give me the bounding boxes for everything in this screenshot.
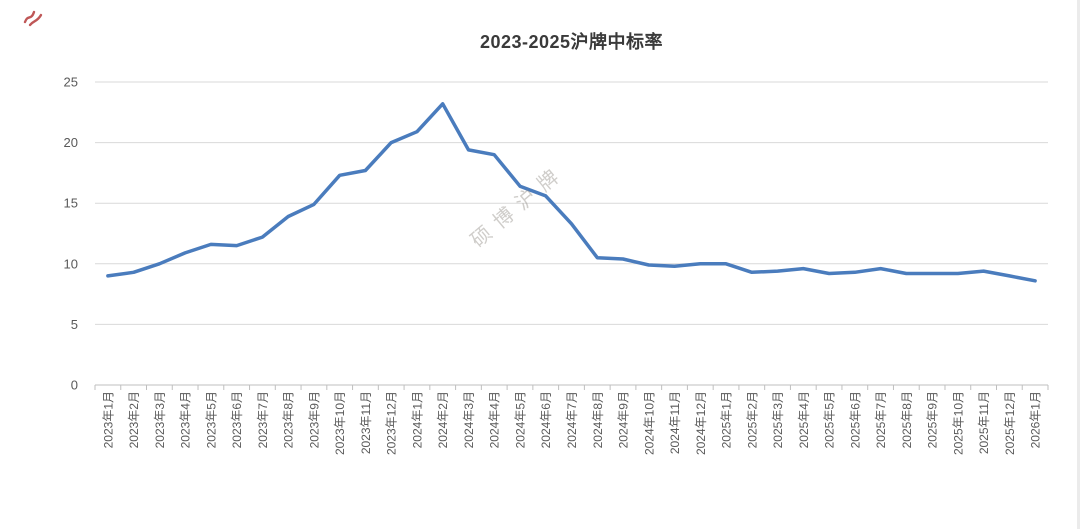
x-tick-label: 2024年8月 (591, 391, 605, 448)
right-edge-divider (1077, 0, 1080, 529)
x-tick-label: 2023年1月 (101, 391, 115, 448)
x-tick-label: 2023年9月 (307, 391, 321, 448)
x-tick-label: 2023年6月 (230, 391, 244, 448)
x-tick-label: 2023年5月 (204, 391, 218, 448)
x-tick-label: 2024年12月 (694, 391, 708, 455)
x-tick-label: 2023年4月 (179, 391, 193, 448)
x-tick-label: 2025年7月 (874, 391, 888, 448)
x-tick-label: 2024年1月 (410, 391, 424, 448)
x-tick-label: 2025年3月 (771, 391, 785, 448)
x-tick-label: 2025年12月 (1003, 391, 1017, 455)
x-tick-label: 2024年11月 (668, 391, 682, 454)
chart-title: 2023-2025沪牌中标率 (479, 32, 664, 52)
x-tick-label: 2025年1月 (720, 391, 734, 448)
x-tick-label: 2023年7月 (256, 391, 270, 448)
x-tick-label: 2025年5月 (823, 391, 837, 448)
x-tick-label: 2023年3月 (153, 391, 167, 448)
x-tick-label: 2024年6月 (539, 391, 553, 448)
y-tick-label: 15 (64, 196, 78, 211)
y-tick-label: 5 (71, 317, 78, 332)
x-tick-label: 2025年10月 (951, 391, 965, 455)
x-tick-label: 2023年10月 (333, 391, 347, 455)
x-tick-label: 2025年8月 (900, 391, 914, 448)
x-tick-label: 2025年11月 (977, 391, 991, 454)
x-tick-label: 2024年4月 (488, 391, 502, 448)
x-tick-label: 2024年10月 (642, 391, 656, 455)
x-tick-label: 2026年1月 (1029, 391, 1043, 448)
x-tick-label: 2024年9月 (617, 391, 631, 448)
x-tick-label: 2024年5月 (513, 391, 527, 448)
y-tick-label: 10 (64, 256, 78, 271)
x-tick-label: 2025年2月 (745, 391, 759, 448)
x-tick-label: 2024年2月 (436, 391, 450, 448)
x-tick-label: 2025年9月 (926, 391, 940, 448)
x-tick-label: 2023年12月 (385, 391, 399, 455)
y-tick-label: 20 (64, 135, 78, 150)
x-tick-label: 2023年11月 (359, 391, 373, 454)
x-tick-label: 2024年3月 (462, 391, 476, 448)
red-corner-mark (23, 10, 43, 27)
x-tick-label: 2025年4月 (797, 391, 811, 448)
x-tick-label: 2025年6月 (848, 391, 862, 448)
y-tick-label: 25 (64, 75, 78, 90)
y-tick-label: 0 (71, 378, 78, 393)
x-tick-label: 2023年8月 (282, 391, 296, 448)
x-tick-label: 2024年7月 (565, 391, 579, 448)
x-tick-label: 2023年2月 (127, 391, 141, 448)
series-line-win-rate (106, 102, 1037, 283)
